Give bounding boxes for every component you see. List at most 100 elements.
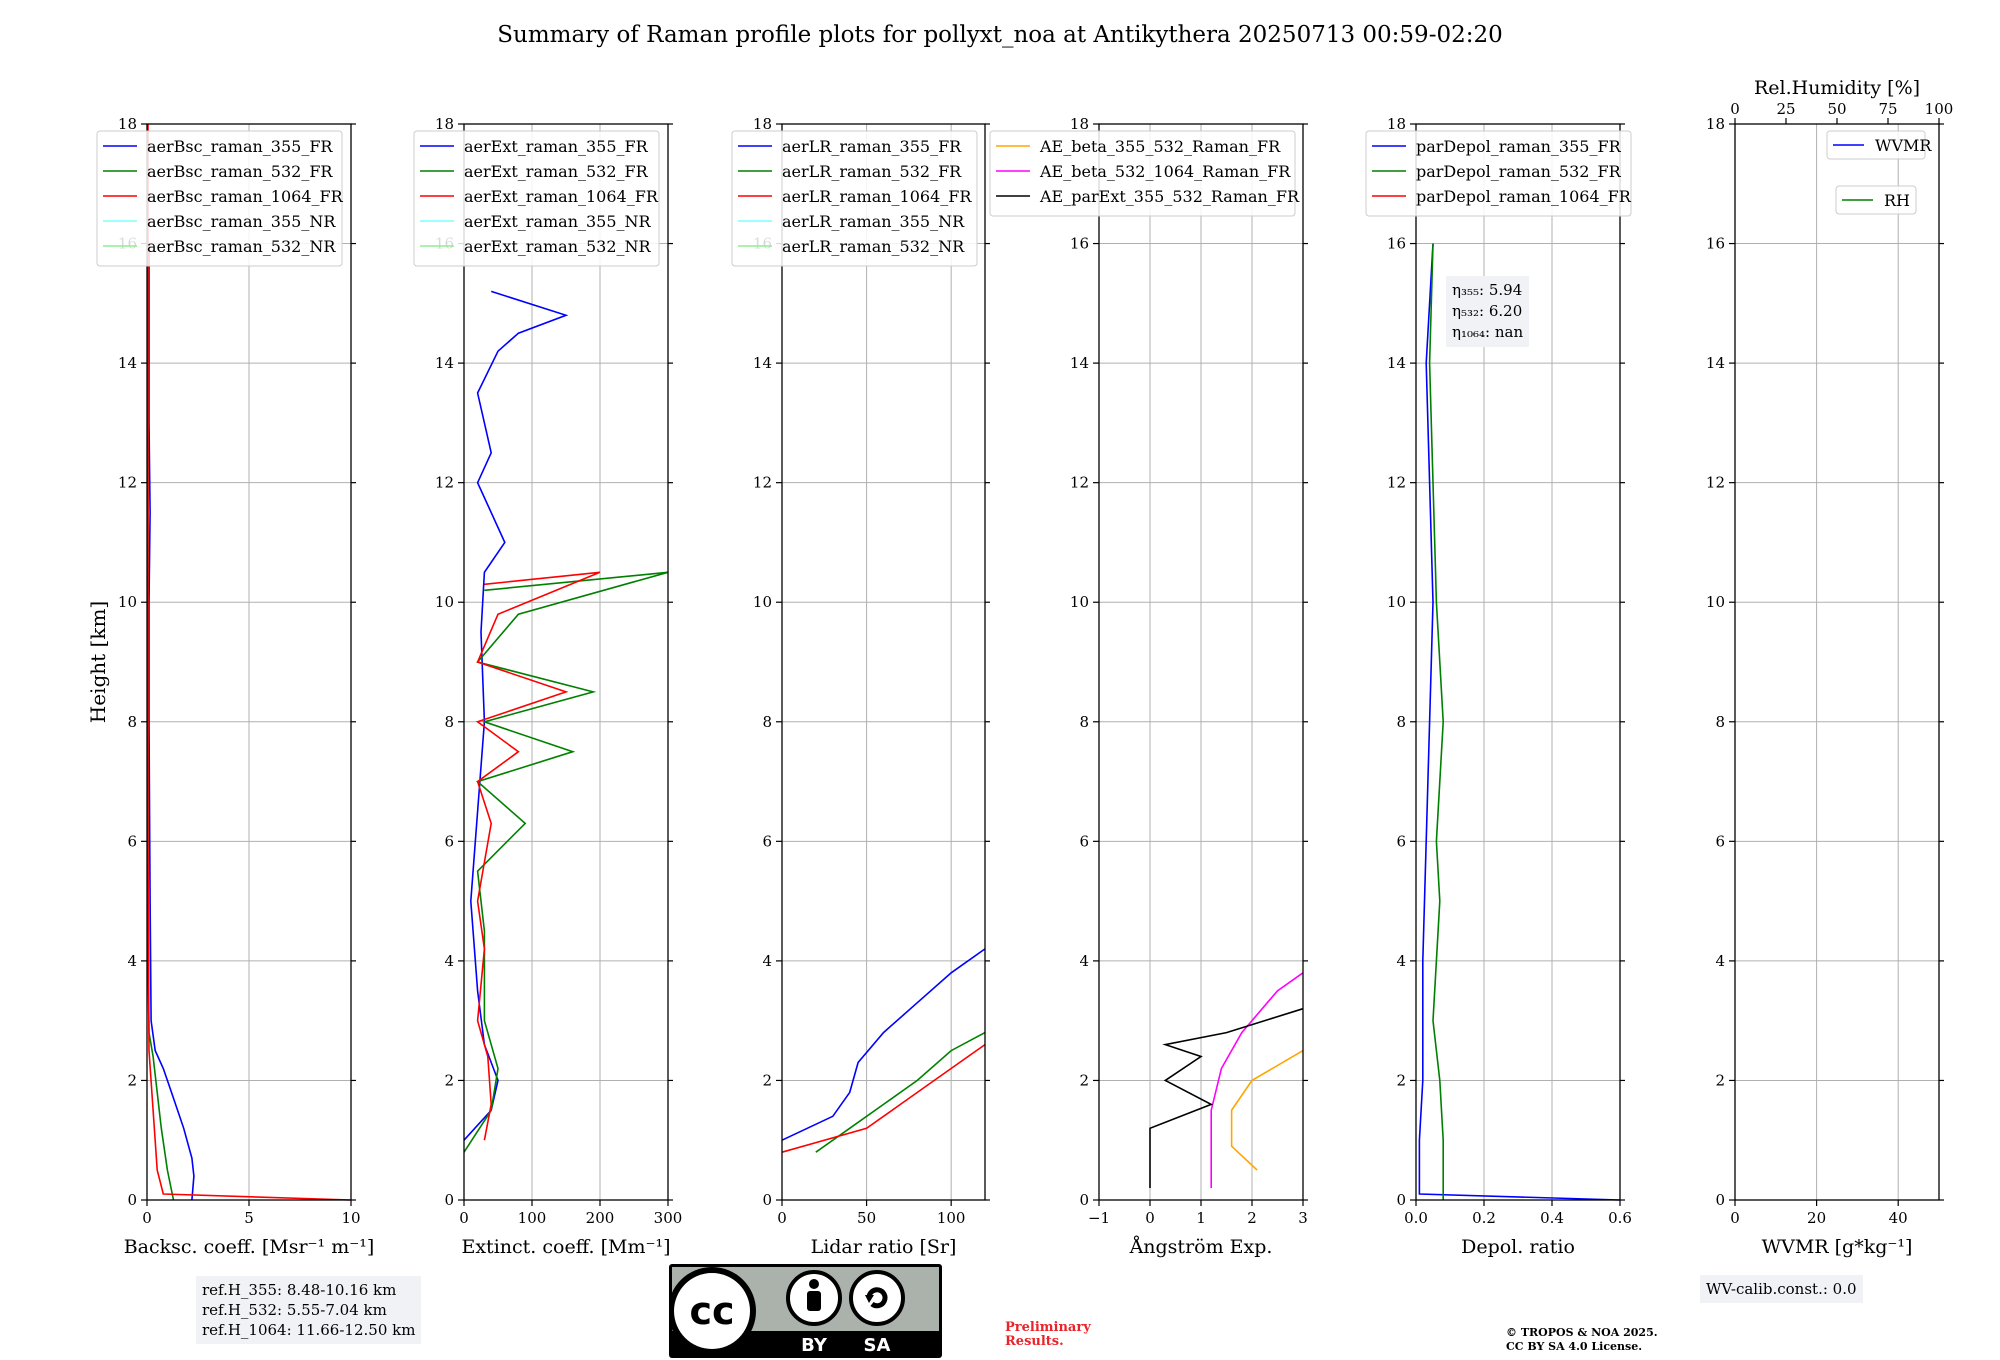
- panel-wv: 0 2 4 6 8 10 12 14 16 18 0 20 40 WVMR [g*kg⁻¹] 0 25 50 75…: [1706, 77, 1953, 1258]
- y-tick-label: 18: [118, 115, 137, 133]
- x-axis-label: Ångström Exp.: [1129, 1236, 1273, 1258]
- y-tick-label: 10: [118, 593, 137, 611]
- y-tick-label: 8: [1079, 713, 1089, 731]
- x-tick-label: −1: [1088, 1209, 1110, 1227]
- preliminary-line-2: Results.: [1005, 1334, 1064, 1349]
- series-line-AE_beta_355_532_Raman_FR: [1230, 1049, 1304, 1171]
- x-tick-label: 1: [1196, 1209, 1206, 1227]
- wv-calib-const: WV-calib.const.: 0.0: [1706, 1280, 1857, 1298]
- y-tick-label: 2: [1079, 1071, 1089, 1089]
- legend-box: [96, 130, 343, 267]
- legend-label: aerLR_raman_532_FR: [782, 162, 962, 181]
- legend: aerBsc_raman_355_FR aerBsc_raman_532_FRae…: [96, 130, 344, 267]
- series-line-parDepol_raman_355_FR: [1418, 243, 1621, 1201]
- y-tick-label: 10: [1706, 593, 1725, 611]
- x-tick-label: 2: [1247, 1209, 1257, 1227]
- top-x-tick-label: 0: [1730, 100, 1740, 118]
- legend-label: parDepol_raman_532_FR: [1416, 162, 1622, 181]
- sa-icon: [849, 1270, 905, 1326]
- legend-label: aerBsc_raman_355_NR: [147, 212, 336, 231]
- cc-letters: cc: [689, 1289, 734, 1333]
- x-tick-label: 0: [142, 1209, 152, 1227]
- x-tick-label: 5: [244, 1209, 254, 1227]
- cc-license-logo: cc BY SA: [669, 1264, 942, 1358]
- x-axis-label: Depol. ratio: [1461, 1236, 1575, 1258]
- y-tick-label: 0: [1715, 1191, 1725, 1209]
- eta-box: η₃₅₅: 5.94 η₅₃₂: 6.20 η₁₀₆₄: nan: [1446, 276, 1530, 347]
- figure-title: Summary of Raman profile plots for polly…: [497, 22, 1503, 48]
- y-tick-label: 0: [1079, 1191, 1089, 1209]
- x-tick-label: 0: [777, 1209, 787, 1227]
- legend: parDepol_raman_355_FR parDepol_raman_532_…: [1365, 130, 1632, 217]
- x-axis-label: Lidar ratio [Sr]: [811, 1236, 957, 1258]
- legend-box: [413, 130, 660, 267]
- legend-box: [1365, 130, 1632, 217]
- y-tick-label: 12: [118, 474, 137, 492]
- top-x-tick-label: 75: [1878, 100, 1897, 118]
- y-tick-label: 2: [127, 1071, 137, 1089]
- series-line-aerExt_raman_532_FR: [463, 571, 669, 1153]
- y-tick-label: 6: [444, 832, 454, 850]
- top-x-tick-label: 100: [1925, 100, 1954, 118]
- y-tick-label: 16: [1706, 235, 1725, 253]
- cc-sa-label: SA: [864, 1335, 891, 1356]
- legend-label: aerLR_raman_1064_FR: [782, 187, 972, 206]
- panel-bsc: 0246810121416180510Backsc. coeff. [Msr⁻¹…: [96, 115, 374, 1258]
- y-tick-label: 8: [444, 713, 454, 731]
- y-tick-label: 12: [1706, 474, 1725, 492]
- x-tick-label: 100: [518, 1209, 547, 1227]
- x-axis-label: WVMR [g*kg⁻¹]: [1762, 1236, 1913, 1258]
- ref-height-1064: ref.H_1064: 11.66-12.50 km: [202, 1321, 416, 1339]
- x-tick-label: 100: [937, 1209, 966, 1227]
- y-tick-label: 10: [1070, 593, 1089, 611]
- legend-label: aerExt_raman_355_NR: [464, 212, 652, 231]
- x-tick-label: 0.6: [1608, 1209, 1632, 1227]
- legend-label: aerExt_raman_532_FR: [464, 162, 649, 181]
- eta-532: η₅₃₂: 6.20: [1452, 302, 1523, 320]
- series-line-aerBsc_raman_1064_FR: [147, 124, 352, 1201]
- axes-frame: [1415, 123, 1621, 1201]
- y-tick-label: 4: [1396, 952, 1406, 970]
- y-tick-label: 10: [1387, 593, 1406, 611]
- y-tick-label: 8: [1396, 713, 1406, 731]
- x-tick-label: 0: [1145, 1209, 1155, 1227]
- y-tick-label: 18: [435, 115, 454, 133]
- legend-label: aerBsc_raman_532_FR: [147, 162, 333, 181]
- panel-ext: 0246810121416180100200300Extinct. coeff.…: [413, 115, 682, 1258]
- y-tick-label: 12: [753, 474, 772, 492]
- legend-label: aerExt_raman_355_FR: [464, 137, 649, 156]
- legend-label: aerLR_raman_355_NR: [782, 212, 965, 231]
- y-tick-label: 14: [1070, 354, 1089, 372]
- legend-label: parDepol_raman_1064_FR: [1416, 187, 1632, 206]
- y-tick-label: 2: [762, 1071, 772, 1089]
- x-tick-label: 40: [1889, 1209, 1908, 1227]
- x-tick-label: 50: [857, 1209, 876, 1227]
- x-tick-label: 10: [341, 1209, 360, 1227]
- series-line-aerLR_raman_532_FR: [815, 1031, 986, 1153]
- legend-box: [731, 130, 978, 267]
- legend-label: aerBsc_raman_355_FR: [147, 137, 333, 156]
- legend-label: parDepol_raman_355_FR: [1416, 137, 1622, 156]
- y-tick-label: 6: [1396, 832, 1406, 850]
- y-tick-label: 6: [1715, 832, 1725, 850]
- series-line-aerLR_raman_1064_FR: [781, 1043, 986, 1153]
- y-tick-label: 6: [1079, 832, 1089, 850]
- eta-355: η₃₅₅: 5.94: [1452, 281, 1523, 299]
- ref-height-box: ref.H_355: 8.48-10.16 km ref.H_532: 5.55…: [196, 1276, 422, 1344]
- legend-label: aerBsc_raman_1064_FR: [147, 187, 344, 206]
- y-tick-label: 14: [118, 354, 137, 372]
- legend-label: aerExt_raman_532_NR: [464, 237, 652, 256]
- legend-label: AE_beta_532_1064_Raman_FR: [1039, 162, 1291, 181]
- ref-height-355: ref.H_355: 8.48-10.16 km: [202, 1281, 397, 1299]
- y-tick-label: 12: [1070, 474, 1089, 492]
- wv-calib-box: WV-calib.const.: 0.0: [1700, 1275, 1863, 1303]
- legend: AE_beta_355_532_Raman_FR AE_beta_532_1064…: [989, 130, 1300, 217]
- y-tick-label: 14: [1706, 354, 1725, 372]
- x-tick-label: 20: [1807, 1209, 1826, 1227]
- axes-frame: [1734, 123, 1940, 1201]
- x-tick-label: 0: [459, 1209, 469, 1227]
- y-tick-label: 18: [1070, 115, 1089, 133]
- y-tick-label: 4: [762, 952, 772, 970]
- x-tick-label: 0.2: [1472, 1209, 1496, 1227]
